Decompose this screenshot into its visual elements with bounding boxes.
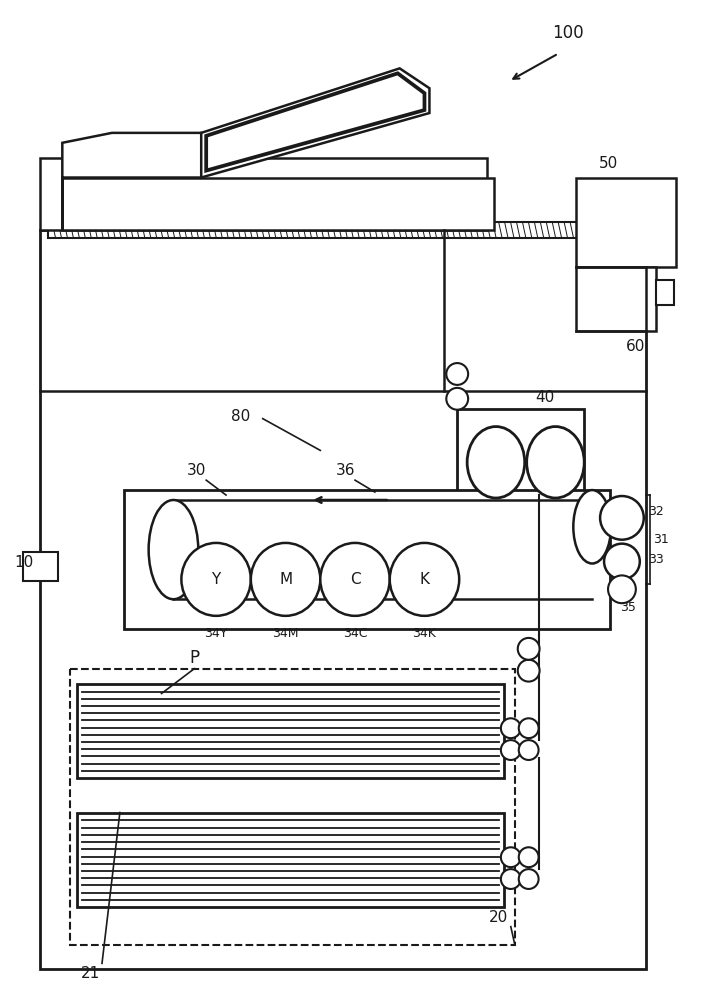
Text: 80: 80 — [231, 409, 251, 424]
Text: 10: 10 — [15, 555, 34, 570]
Polygon shape — [62, 133, 201, 230]
Polygon shape — [201, 68, 430, 178]
Circle shape — [519, 847, 538, 867]
Polygon shape — [206, 73, 425, 171]
Ellipse shape — [149, 500, 198, 599]
Circle shape — [501, 740, 521, 760]
Text: 20: 20 — [489, 910, 508, 925]
Bar — [70, 669, 515, 945]
Ellipse shape — [390, 543, 459, 616]
Text: 60: 60 — [626, 339, 646, 354]
Bar — [62, 178, 494, 230]
Bar — [124, 490, 610, 629]
Ellipse shape — [574, 490, 611, 564]
Bar — [77, 813, 504, 907]
Circle shape — [518, 660, 540, 682]
Text: 34Y: 34Y — [205, 627, 228, 640]
Bar — [41, 158, 487, 230]
Text: 32: 32 — [648, 505, 664, 518]
Text: 34K: 34K — [412, 627, 437, 640]
Text: C: C — [349, 572, 360, 587]
Circle shape — [600, 496, 644, 540]
Bar — [656, 280, 674, 305]
Text: 40: 40 — [535, 390, 554, 405]
Text: 31: 31 — [653, 533, 669, 546]
Ellipse shape — [320, 543, 390, 616]
Text: 21: 21 — [80, 966, 100, 981]
Circle shape — [501, 718, 521, 738]
Text: 34C: 34C — [343, 627, 367, 640]
Bar — [49, 222, 638, 238]
Ellipse shape — [251, 543, 320, 616]
Circle shape — [519, 869, 538, 889]
Circle shape — [604, 544, 640, 579]
Circle shape — [446, 363, 468, 385]
Bar — [41, 230, 646, 969]
Circle shape — [519, 740, 538, 760]
Text: P: P — [189, 649, 199, 667]
Bar — [458, 409, 584, 516]
Circle shape — [518, 638, 540, 660]
Circle shape — [608, 575, 636, 603]
Text: M: M — [279, 572, 292, 587]
Text: 33: 33 — [648, 553, 664, 566]
Text: 100: 100 — [553, 24, 584, 42]
Circle shape — [519, 718, 538, 738]
Text: 36: 36 — [335, 463, 355, 478]
Bar — [77, 684, 504, 778]
Circle shape — [446, 388, 468, 410]
Ellipse shape — [181, 543, 251, 616]
Ellipse shape — [527, 427, 584, 498]
Polygon shape — [209, 76, 422, 166]
Bar — [23, 552, 58, 581]
Bar — [576, 178, 675, 267]
Text: 50: 50 — [599, 156, 618, 171]
Ellipse shape — [467, 427, 525, 498]
Text: K: K — [420, 572, 430, 587]
Text: 34M: 34M — [272, 627, 299, 640]
Circle shape — [501, 847, 521, 867]
Text: 30: 30 — [187, 463, 206, 478]
Text: Y: Y — [211, 572, 221, 587]
Bar — [576, 267, 656, 331]
Text: 35: 35 — [620, 601, 636, 614]
Circle shape — [501, 869, 521, 889]
